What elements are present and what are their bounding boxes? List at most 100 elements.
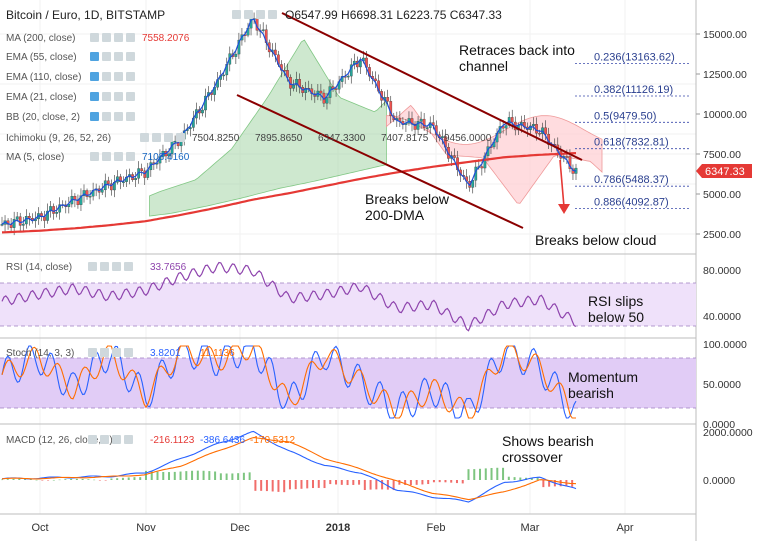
pane-control-icon[interactable] <box>124 262 133 271</box>
pane-control-icon[interactable] <box>100 262 109 271</box>
indicator-control-icon[interactable] <box>102 52 111 61</box>
annotation-stoch-line1: Momentum <box>568 369 638 385</box>
indicator-control-icon[interactable] <box>164 133 173 142</box>
indicator-control-icon[interactable] <box>102 152 111 161</box>
annotation-retraces-line2: channel <box>459 58 508 74</box>
indicator-control-icon[interactable] <box>126 152 135 161</box>
macd-histogram-bar <box>346 480 349 486</box>
pane-control-icon[interactable] <box>112 348 121 357</box>
pane-legend-label: Stoch (14, 3, 3) <box>6 348 74 359</box>
macd-histogram-bar <box>404 480 407 485</box>
indicator-value: 7407.8175 <box>381 133 429 144</box>
indicator-control-icon[interactable] <box>102 92 111 101</box>
fib-close-paren: ) <box>671 51 675 63</box>
time-tick-label: Nov <box>136 522 156 534</box>
candle-body <box>12 219 16 228</box>
macd-histogram-bar <box>513 477 516 480</box>
time-tick-label: Dec <box>230 522 250 534</box>
candle-body <box>273 49 277 56</box>
candle-body <box>27 216 31 219</box>
candle-body <box>425 127 429 129</box>
macd-histogram-bar <box>473 469 476 480</box>
candle-body <box>532 124 535 127</box>
macd-histogram-bar <box>300 480 303 489</box>
macd-histogram-bar <box>18 478 21 480</box>
annotation-rsi-line1: RSI slips <box>588 293 643 309</box>
indicator-control-icon[interactable] <box>126 72 135 81</box>
pane-control-icon[interactable] <box>100 435 109 444</box>
fib-price: 11126.19 <box>625 84 669 96</box>
macd-histogram-bar <box>24 479 27 480</box>
macd-histogram-bar <box>265 480 268 492</box>
macd-histogram-bar <box>444 480 447 483</box>
indicator-control-icon[interactable] <box>114 52 123 61</box>
macd-histogram-bar <box>6 479 9 480</box>
macd-histogram-bar <box>461 480 464 484</box>
candle-body <box>21 223 25 226</box>
time-tick-label: Mar <box>521 522 540 534</box>
indicator-axes: 80.000040.0000100.000050.00000.00002000.… <box>703 265 753 487</box>
channel-upper-line <box>281 12 583 161</box>
macd-histogram-bar <box>150 471 153 480</box>
indicator-control-icon[interactable] <box>114 33 123 42</box>
indicator-label: EMA (55, close) <box>6 52 77 63</box>
macd-histogram-bar <box>530 477 533 480</box>
macd-histogram-bar <box>98 480 101 481</box>
indicator-control-icon[interactable] <box>126 33 135 42</box>
macd-histogram-bar <box>421 480 424 485</box>
macd-histogram-bar <box>415 480 418 485</box>
indicator-control-icon[interactable] <box>152 133 161 142</box>
candle-body <box>167 153 171 157</box>
fib-close-paren: ) <box>653 110 657 122</box>
macd-histogram-bar <box>369 480 372 490</box>
indicator-control-icon[interactable] <box>90 92 99 101</box>
indicator-control-icon[interactable] <box>114 112 123 121</box>
indicator-control-icon[interactable] <box>90 112 99 121</box>
candle-body <box>346 75 350 78</box>
macd-histogram-bar <box>173 471 176 480</box>
pane-control-icon[interactable] <box>88 348 97 357</box>
indicator-control-icon[interactable] <box>90 152 99 161</box>
pane-control-icon[interactable] <box>112 435 121 444</box>
indicator-control-icon[interactable] <box>114 72 123 81</box>
indicator-control-icon[interactable] <box>126 92 135 101</box>
indicator-control-icon[interactable] <box>90 52 99 61</box>
fib-label: 0.886(4092.87) <box>594 197 669 209</box>
fib-label: 0.236(13163.62) <box>594 51 675 63</box>
header-controls[interactable] <box>232 10 277 19</box>
indicator-control-icon[interactable] <box>114 92 123 101</box>
macd-histogram-bar <box>70 478 73 480</box>
macd-histogram-bar <box>536 477 539 480</box>
indicator-control-icon[interactable] <box>90 33 99 42</box>
macd-histogram-bar <box>427 480 430 485</box>
macd-histogram-bar <box>271 480 274 492</box>
macd-histogram-bar <box>519 477 522 480</box>
pane-control-icon[interactable] <box>100 348 109 357</box>
indicator-control-icon[interactable] <box>114 152 123 161</box>
indicator-control-icon[interactable] <box>90 72 99 81</box>
candle-body <box>188 127 192 130</box>
pane-control-icon[interactable] <box>112 262 121 271</box>
indicator-control-icon[interactable] <box>126 112 135 121</box>
indicator-control-icon[interactable] <box>102 72 111 81</box>
stoch-axis-label: 50.0000 <box>703 379 741 391</box>
pane-control-icon[interactable] <box>124 435 133 444</box>
annotation-breaks-cloud: Breaks below cloud <box>535 232 656 248</box>
rsi-line <box>1 261 577 332</box>
pane-control-icon[interactable] <box>124 348 133 357</box>
indicator-control-icon[interactable] <box>140 133 149 142</box>
time-tick-label: Feb <box>427 522 446 534</box>
macd-histogram-bar <box>29 479 32 480</box>
indicator-control-icon[interactable] <box>126 52 135 61</box>
pane-control-icon[interactable] <box>88 435 97 444</box>
indicator-control-icon[interactable] <box>102 33 111 42</box>
pane-legend-value: -386.6436 <box>200 435 245 446</box>
time-axis[interactable]: Oct Nov Dec 2018 Feb Mar Apr <box>31 522 633 534</box>
indicator-control-icon[interactable] <box>176 133 185 142</box>
price-axis[interactable]: 15000.00 12500.00 10000.00 7500.00 5000.00 25… <box>696 29 747 241</box>
indicator-control-icon[interactable] <box>102 112 111 121</box>
candle-body <box>413 124 417 130</box>
indicator-legend: MA (200, close) 7558.2076 EMA (55, close) E… <box>6 33 492 163</box>
pane-control-icon[interactable] <box>88 262 97 271</box>
